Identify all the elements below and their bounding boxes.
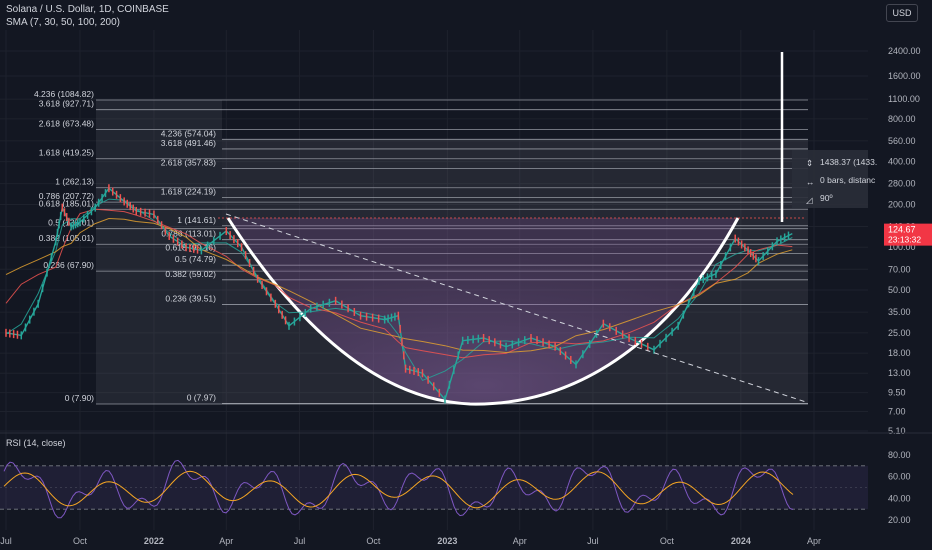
rsi-title: RSI (14, close) bbox=[6, 438, 66, 448]
time-tick-label: 2022 bbox=[144, 536, 164, 546]
measure-icon: ↔ bbox=[806, 177, 815, 187]
measure-label: 0 bars, distanc bbox=[820, 175, 876, 185]
fib-level-label: 1.618 (224.19) bbox=[161, 186, 216, 196]
price-tick-label: 18.00 bbox=[888, 348, 911, 358]
time-tick-label: Jul bbox=[294, 536, 306, 546]
price-tick-label: 1600.00 bbox=[888, 71, 921, 81]
time-tick-label: Oct bbox=[660, 536, 675, 546]
trend-line bbox=[225, 213, 807, 403]
cup-pattern bbox=[218, 217, 806, 406]
price-series bbox=[5, 184, 793, 404]
fib-level-label: 0.382 (59.02) bbox=[165, 269, 216, 279]
time-tick-label: Oct bbox=[366, 536, 381, 546]
sma-line bbox=[5, 217, 793, 354]
rsi-tick-label: 80.00 bbox=[888, 450, 911, 460]
price-axis[interactable]: 2400.00 1600.00 1100.00 800.00 560.00 400.00 2… bbox=[884, 46, 932, 436]
fib-level-label: 0.236 (67.90) bbox=[43, 260, 94, 270]
rsi-panel: 80.00 60.00 40.00 20.00 RSI (14, close) bbox=[0, 432, 932, 525]
price-tick-label: 200.00 bbox=[888, 199, 916, 209]
price-tick-label: 13.00 bbox=[888, 368, 911, 378]
price-tick-label: 800.00 bbox=[888, 114, 916, 124]
price-tick-label: 1100.00 bbox=[888, 94, 920, 104]
rsi-tick-label: 60.00 bbox=[888, 472, 911, 482]
price-tick-label: 2400.00 bbox=[888, 46, 921, 56]
measure-label: 90º bbox=[820, 193, 833, 203]
fib-level-label: 4.236 (574.04) bbox=[161, 128, 216, 138]
last-price-label: 124.67 bbox=[888, 225, 916, 235]
fib-level-label: 0.618 (185.01) bbox=[39, 198, 94, 208]
indicator-label[interactable]: SMA (7, 30, 50, 100, 200) bbox=[6, 17, 120, 28]
fib-level-label: 0 (7.90) bbox=[65, 393, 94, 403]
fib-level-label: 0.786 (113.01) bbox=[161, 229, 216, 239]
rsi-tick-label: 40.00 bbox=[888, 493, 911, 503]
rsi-ma-line bbox=[3, 470, 794, 509]
time-tick-label: Jul bbox=[587, 536, 599, 546]
time-tick-label: Apr bbox=[219, 536, 233, 546]
measure-icon: ⇕ bbox=[806, 158, 813, 168]
time-tick-label: 2024 bbox=[731, 536, 751, 546]
fib-level-label: 2.618 (673.48) bbox=[39, 118, 94, 128]
fib-level-label: 0.786 (207.72) bbox=[39, 191, 94, 201]
fib-level-label: 0.5 (74.79) bbox=[175, 254, 216, 264]
price-tick-label: 400.00 bbox=[888, 157, 916, 167]
currency-button[interactable]: USD bbox=[886, 4, 918, 22]
fib-level-label: 1.618 (419.25) bbox=[39, 148, 94, 158]
measure-icon: ◿ bbox=[806, 195, 813, 205]
rsi-tick-label: 20.00 bbox=[888, 515, 911, 525]
chart-title: Solana / U.S. Dollar, 1D, COINBASE bbox=[6, 4, 169, 15]
last-price-badge bbox=[884, 223, 932, 246]
countdown-label: 23:13:32 bbox=[888, 235, 921, 245]
measure-box bbox=[792, 150, 868, 208]
price-tick-label: 280.00 bbox=[888, 179, 916, 189]
annotations: ⇕ ↔ ◿ 1438.37 (1433. 0 bars, distanc 90º bbox=[225, 52, 877, 403]
price-tick-label: 70.00 bbox=[888, 264, 911, 274]
price-tick-label: 5.10 bbox=[888, 426, 906, 436]
time-axis[interactable]: Jul Oct 2022 Apr Jul Oct 2023 Apr Jul Oct 2024 Apr bbox=[0, 536, 821, 546]
time-tick-label: Apr bbox=[513, 536, 527, 546]
cup-arc bbox=[226, 217, 740, 406]
fib-level-label: 1 (141.61) bbox=[177, 215, 216, 225]
fib-level-label: 3.618 (491.46) bbox=[161, 138, 216, 148]
price-tick-label: 7.00 bbox=[888, 406, 906, 416]
fib-level-label: 0 (7.97) bbox=[187, 392, 216, 402]
price-tick-label: 25.00 bbox=[888, 328, 911, 338]
fib-level-label: 1 (262.13) bbox=[55, 177, 94, 187]
cup-fill bbox=[230, 218, 738, 405]
time-tick-label: Jul bbox=[0, 536, 12, 546]
price-tick-label: 35.00 bbox=[888, 307, 911, 317]
time-tick-label: 2023 bbox=[437, 536, 457, 546]
fib-level-label: 3.618 (927.71) bbox=[39, 99, 94, 109]
sma-line bbox=[5, 208, 793, 359]
price-tick-label: 50.00 bbox=[888, 285, 911, 295]
measure-label: 1438.37 (1433. bbox=[820, 157, 877, 167]
time-tick-label: Oct bbox=[73, 536, 88, 546]
price-tick-label: 100.00 bbox=[888, 242, 916, 252]
time-tick-label: Apr bbox=[807, 536, 821, 546]
fib-level-label: 4.236 (1084.82) bbox=[34, 89, 94, 99]
price-tick-label: 9.50 bbox=[888, 388, 906, 398]
fib-level-label: 0.236 (39.51) bbox=[165, 294, 216, 304]
fib-level-label: 2.618 (357.83) bbox=[161, 158, 216, 168]
price-tick-label: 560.00 bbox=[888, 136, 916, 146]
